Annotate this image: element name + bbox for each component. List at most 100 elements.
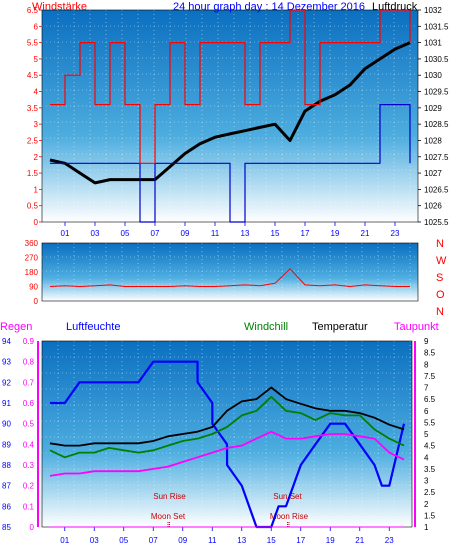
y-tick-label-rain: 0.8 (23, 358, 35, 367)
series-line-temperatur (49, 386, 405, 447)
x-tick-label: 01 (60, 536, 69, 545)
x-tick-label: 05 (119, 536, 128, 545)
x-tick-label: 01 (61, 229, 70, 238)
y-tick-label-rain: 0.6 (23, 399, 35, 408)
y-tick-label-temperature: 6 (424, 407, 429, 416)
y-tick-label-temperature: 5.5 (424, 418, 436, 427)
y-tick-label-temperature: 9 (424, 337, 429, 346)
y-tick-label-left: 90 (29, 283, 38, 292)
y-tick-label-temperature: 2 (424, 500, 429, 509)
y-tick-label-left: 5 (34, 55, 39, 64)
y-tick-label-left: 360 (25, 239, 39, 248)
y-tick-label-right: 1026.5 (424, 185, 449, 194)
y-tick-label-left: 0 (34, 297, 39, 306)
y-tick-label-right: 1030.5 (424, 55, 449, 64)
y-tick-label-right: 1028 (424, 136, 442, 145)
x-tick-label: 23 (391, 229, 400, 238)
x-tick-label: 03 (90, 536, 99, 545)
y-tick-label-temperature: 3.5 (424, 465, 436, 474)
y-tick-label-right: 1028.5 (424, 120, 449, 129)
y-tick-label-humidity: 88 (2, 461, 11, 470)
y-tick-label-humidity: 90 (2, 420, 11, 429)
compass-label: W (436, 255, 447, 267)
temperature-humidity-plot-area (42, 341, 412, 527)
y-tick-label-right: 1027.5 (424, 153, 449, 162)
wind-direction-plot-area (42, 243, 418, 301)
series-line-wind-direction (49, 268, 410, 288)
y-tick-label-right: 1031 (424, 39, 442, 48)
y-tick-label-humidity: 87 (2, 482, 11, 491)
y-tick-label-left: 270 (25, 254, 39, 263)
y-tick-label-right: 1027 (424, 169, 442, 178)
x-tick-label: 11 (211, 229, 220, 238)
y-tick-label-rain: 0 (30, 523, 35, 532)
y-tick-label-left: 6.5 (27, 6, 39, 15)
y-tick-label-left: 2 (34, 153, 39, 162)
y-tick-label-rain: 0.9 (23, 337, 35, 346)
y-tick-label-temperature: 4.5 (424, 442, 436, 451)
y-tick-label-humidity: 92 (2, 378, 11, 387)
x-tick-label: 07 (151, 229, 160, 238)
astro-annotation: Sun Set (273, 492, 302, 501)
x-tick-label: 17 (301, 229, 310, 238)
x-tick-label: 13 (237, 536, 246, 545)
astro-annotation: Moon Set (151, 512, 186, 521)
x-tick-label: 15 (267, 536, 276, 545)
y-tick-label-left: 4 (34, 88, 39, 97)
compass-label: O (436, 289, 445, 301)
y-tick-label-right: 1026 (424, 202, 442, 211)
y-tick-label-humidity: 86 (2, 502, 11, 511)
x-tick-label: 05 (121, 229, 130, 238)
y-tick-label-right: 1029 (424, 104, 442, 113)
x-tick-label: 13 (241, 229, 250, 238)
y-tick-label-left: 180 (25, 268, 39, 277)
y-tick-label-rain: 0.3 (23, 461, 35, 470)
y-tick-label-temperature: 1.5 (424, 511, 436, 520)
astro-annotation: Sun Rise (153, 492, 186, 501)
x-tick-label: 09 (181, 229, 190, 238)
y-tick-label-temperature: 7.5 (424, 372, 436, 381)
y-tick-label-rain: 0.4 (23, 440, 35, 449)
dewpoint-legend-label: Taupunkt (394, 321, 439, 333)
series-line-böen (50, 9, 411, 164)
y-tick-label-humidity: 94 (2, 337, 11, 346)
y-tick-label-left: 4.5 (27, 71, 39, 80)
y-tick-label-left: 6 (34, 22, 39, 31)
y-tick-label-rain: 0.2 (23, 482, 35, 491)
y-tick-label-temperature: 5 (424, 430, 429, 439)
y-tick-label-rain: 0.5 (23, 420, 35, 429)
astro-annotation: Moon Rise (270, 512, 309, 521)
y-tick-label-right: 1030 (424, 71, 442, 80)
compass-label: S (436, 272, 443, 284)
x-tick-label: 09 (178, 536, 187, 545)
y-tick-label-temperature: 7 (424, 384, 429, 393)
x-tick-label: 19 (326, 536, 335, 545)
y-tick-label-left: 3 (34, 120, 39, 129)
compass-label: N (436, 306, 444, 318)
y-tick-label-left: 5.5 (27, 39, 39, 48)
y-tick-label-temperature: 8 (424, 360, 429, 369)
series-line-windchill (49, 395, 405, 459)
series-line-luftfeuchte (50, 360, 406, 529)
y-tick-label-left: 0.5 (27, 202, 39, 211)
x-tick-label: 23 (385, 536, 394, 545)
y-tick-label-left: 1 (34, 185, 39, 194)
y-tick-label-temperature: 6.5 (424, 395, 436, 404)
x-tick-label: 21 (361, 229, 370, 238)
y-tick-label-rain: 0.7 (23, 378, 35, 387)
y-tick-label-left: 3.5 (27, 104, 39, 113)
y-tick-label-temperature: 1 (424, 523, 429, 532)
y-tick-label-temperature: 2.5 (424, 488, 436, 497)
y-tick-label-rain: 0.1 (23, 502, 35, 511)
rain-axis-label: Regen (0, 321, 32, 333)
plot-frame (41, 242, 419, 302)
y-tick-label-right: 1029.5 (424, 88, 449, 97)
y-tick-label-left: 2.5 (27, 136, 39, 145)
humidity-axis-label: Luftfeuchte (66, 321, 120, 333)
series-line-taupunkt (49, 430, 405, 477)
y-tick-label-humidity: 91 (2, 399, 11, 408)
windchill-legend-label: Windchill (244, 321, 288, 333)
x-tick-label: 19 (331, 229, 340, 238)
